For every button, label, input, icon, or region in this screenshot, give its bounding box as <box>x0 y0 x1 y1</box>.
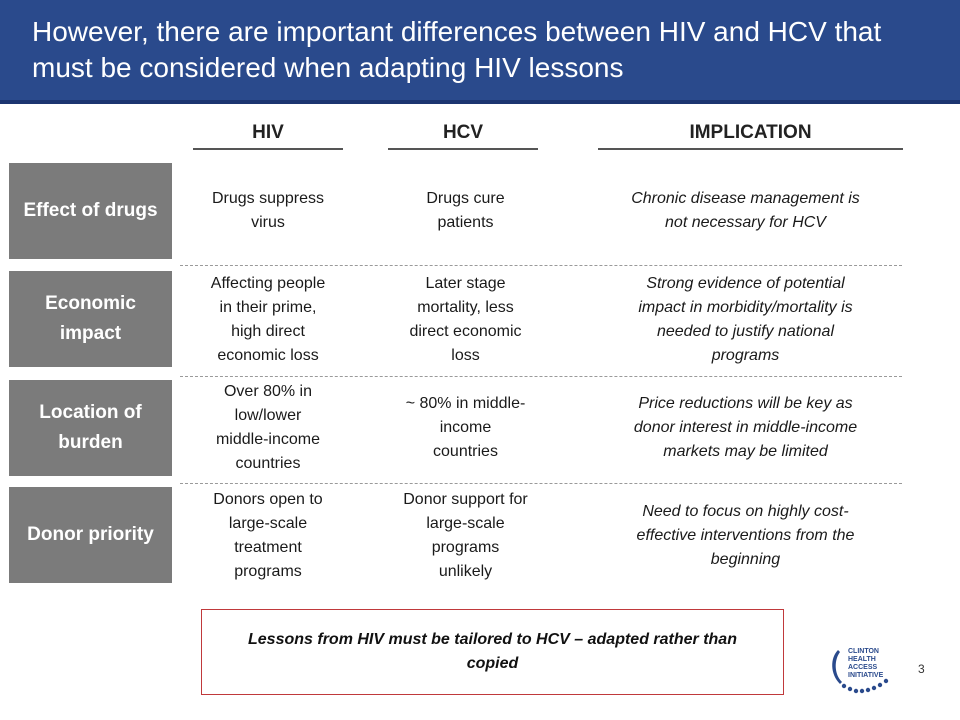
cell-hcv-effect-of-drugs: Drugs cure patients <box>426 190 505 231</box>
cell-implication-economic-impact: Strong evidence of potential impact in m… <box>638 275 853 364</box>
cell-implication-location-of-burden: Price reductions will be key as donor in… <box>633 395 858 460</box>
title-bar: However, there are important differences… <box>0 0 960 104</box>
cell-hiv-donor-priority: Donors open to large-scale treatment pro… <box>213 491 323 580</box>
slide-title: However, there are important differences… <box>32 16 882 83</box>
column-header-hcv: HCV <box>388 120 538 150</box>
cell-implication-donor-priority: Need to focus on highly cost- effective … <box>636 503 855 568</box>
row-divider <box>180 376 902 377</box>
cell-implication-effect-of-drugs: Chronic disease management is not necess… <box>631 190 860 231</box>
row-divider <box>180 265 902 266</box>
cell-hcv-location-of-burden: ~ 80% in middle- income countries <box>405 395 526 460</box>
page-number: 3 <box>918 662 925 676</box>
laurel-logo-icon <box>832 650 889 694</box>
column-header-hiv: HIV <box>193 120 343 150</box>
cell-hcv-economic-impact: Later stage mortality, less direct econo… <box>409 275 522 364</box>
row-divider <box>180 483 902 484</box>
key-takeaway-callout: Lessons from HIV must be tailored to HCV… <box>201 609 784 695</box>
row-label-location-of-burden: Location of burden <box>9 380 172 476</box>
column-header-implication: IMPLICATION <box>598 120 903 150</box>
cell-hiv-location-of-burden: Over 80% in low/lower middle-income coun… <box>215 383 321 472</box>
row-label-economic-impact: Economic impact <box>9 271 172 367</box>
cell-hiv-economic-impact: Affecting people in their prime, high di… <box>210 275 326 364</box>
cell-hiv-effect-of-drugs: Drugs suppress virus <box>211 190 325 231</box>
clinton-health-access-initiative-logo: CLINTON HEALTH ACCESS INITIATIVE <box>826 642 898 694</box>
row-label-donor-priority: Donor priority <box>9 487 172 583</box>
row-label-effect-of-drugs: Effect of drugs <box>9 163 172 259</box>
cell-hcv-donor-priority: Donor support for large-scale programs u… <box>403 491 528 580</box>
logo-text: CLINTON HEALTH ACCESS INITIATIVE <box>848 648 884 679</box>
